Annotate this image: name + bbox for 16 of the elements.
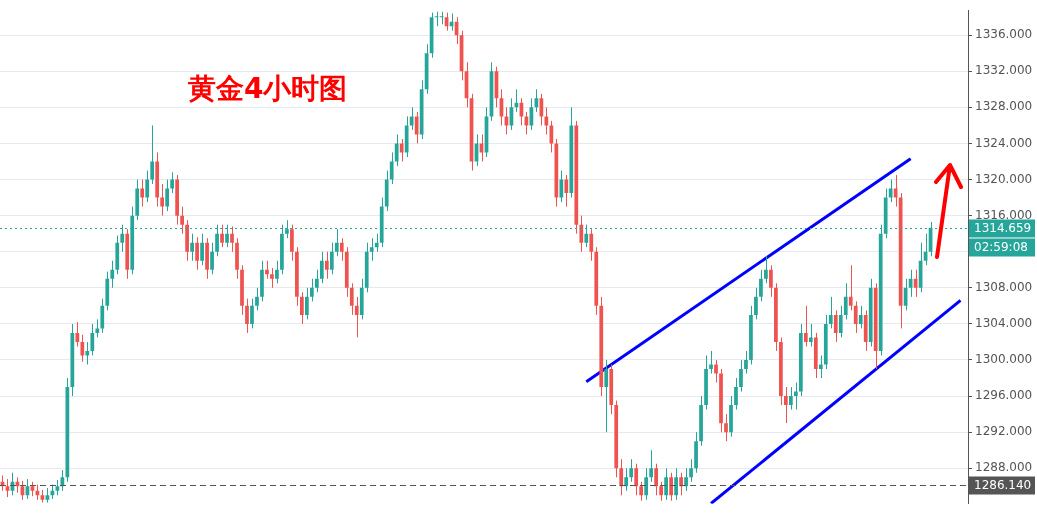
y-tick-label: 1320.000 — [975, 171, 1033, 186]
text: 02:59:08 — [974, 239, 1028, 254]
y-tick-label: 1328.000 — [975, 99, 1033, 114]
y-tick-label: 1288.000 — [975, 460, 1033, 475]
y-tick-label: 1296.000 — [975, 388, 1033, 403]
y-tick-label: 1316.000 — [975, 207, 1033, 222]
ref-line-label: 1314.659 — [974, 220, 1032, 235]
y-tick-label: 1304.000 — [975, 316, 1033, 331]
y-tick-label: 1332.000 — [975, 63, 1033, 78]
y-tick-label: 1324.000 — [975, 135, 1033, 150]
y-tick-label: 1308.000 — [975, 279, 1033, 294]
y-tick-label: 1292.000 — [975, 424, 1033, 439]
y-tick-label: 1300.000 — [975, 352, 1033, 367]
ref-line-label: 1286.140 — [974, 477, 1032, 492]
y-tick-label: 1336.000 — [975, 27, 1033, 42]
text: 黄金4小时图 — [187, 72, 348, 106]
